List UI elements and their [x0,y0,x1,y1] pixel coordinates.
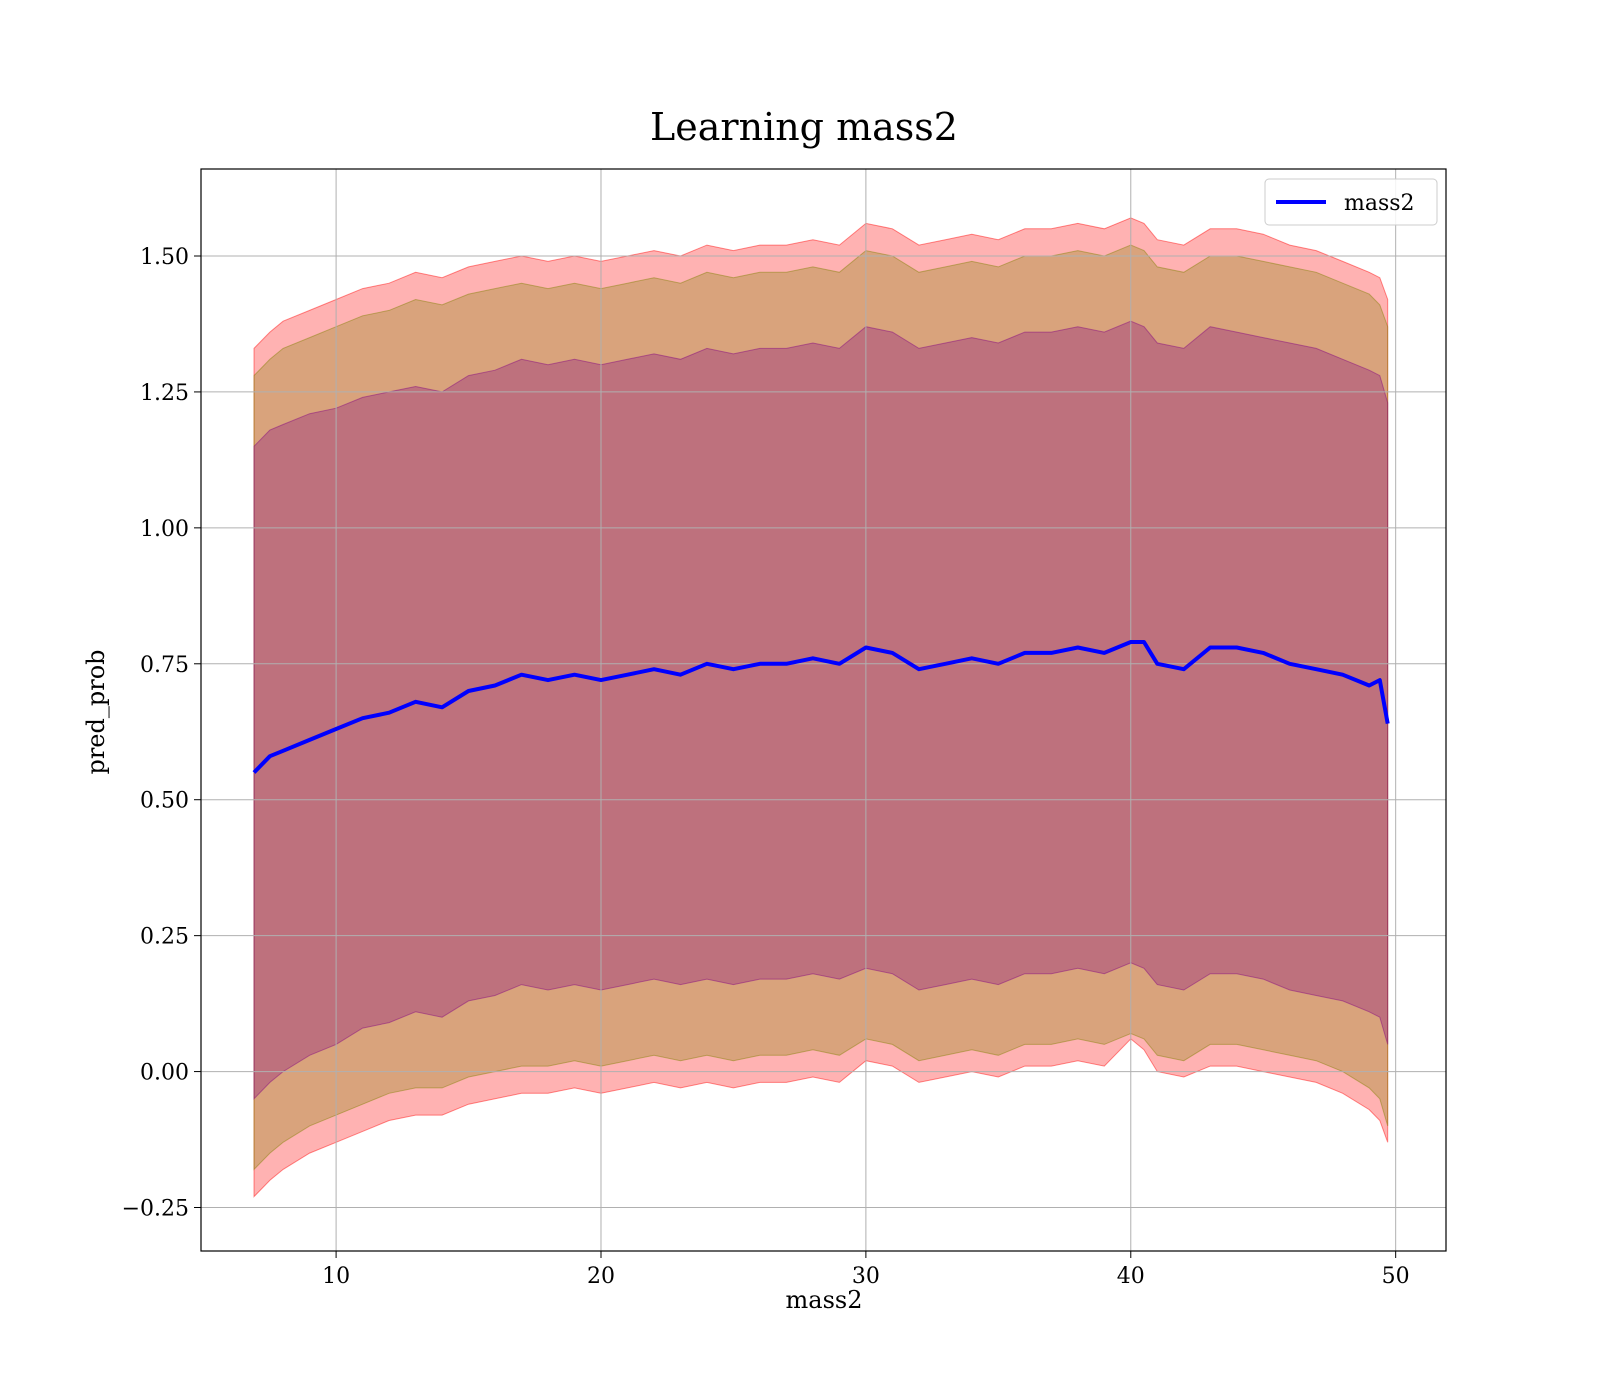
y-axis-label: pred_prob [82,649,110,774]
y-tick-label: 1.00 [140,517,189,542]
x-axis-label: mass2 [786,1286,863,1314]
x-tick-label: 50 [1382,1264,1410,1289]
y-tick-label: 1.50 [140,245,189,270]
x-tick-label: 10 [322,1264,350,1289]
y-tick-label: 1.25 [140,381,189,406]
plot-frame [200,168,1447,1252]
y-axis-ticks: −0.25 0.00 0.25 0.50 0.75 1.00 1.25 1.50 [122,245,201,1222]
band-2-sigma [253,244,1389,1171]
x-tick-label: 30 [852,1264,880,1289]
y-tick-label: −0.25 [122,1197,189,1222]
y-tick-label: 0.50 [140,789,189,814]
y-tick-label: 0.75 [140,653,189,678]
legend-box [1264,178,1438,226]
confidence-bands [253,217,1389,1198]
chart-title: Learning mass2 [650,105,958,149]
y-tick-label: 0.25 [140,925,189,950]
band-1-sigma [253,320,1389,1101]
grid-lines [201,169,1446,1251]
series-line-mass2 [252,640,1390,774]
x-tick-label: 20 [587,1264,615,1289]
band-3-sigma [253,217,1389,1198]
x-axis-ticks: 10 20 30 40 50 [322,1251,1410,1289]
x-tick-label: 40 [1117,1264,1145,1289]
y-tick-label: 0.00 [140,1061,189,1086]
legend: mass2 [1264,178,1438,226]
series-layer [252,640,1390,774]
legend-entry-mass2: mass2 [1344,191,1415,216]
